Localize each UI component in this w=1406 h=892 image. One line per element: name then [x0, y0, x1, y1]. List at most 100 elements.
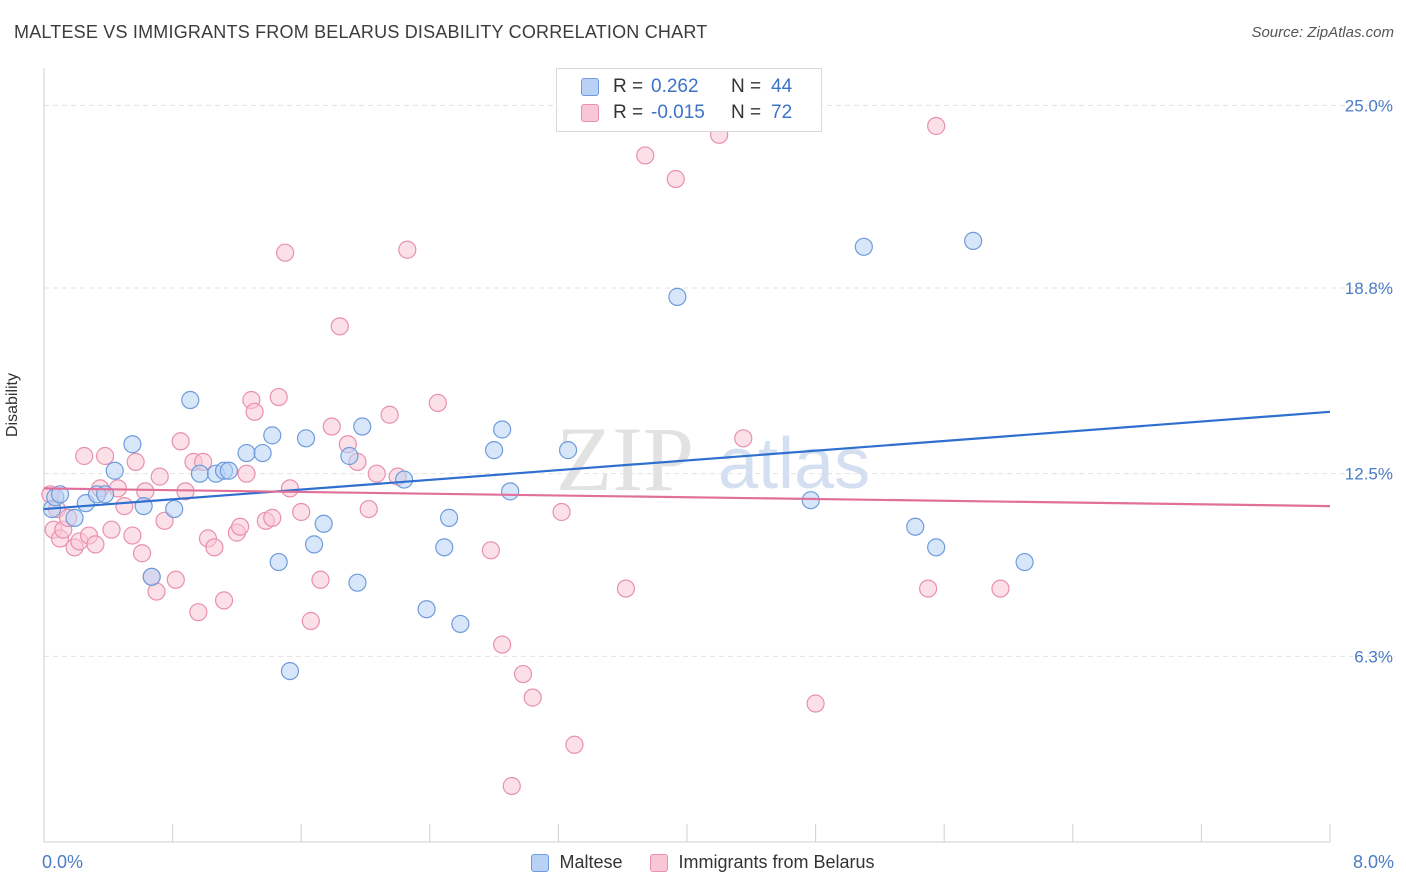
- maltese-point: [263, 426, 282, 445]
- maltese-point: [269, 552, 288, 572]
- source-label: Source: ZipAtlas.com: [1251, 24, 1394, 41]
- maltese-point: [668, 287, 687, 306]
- belarus-point: [75, 446, 94, 466]
- maltese-point: [348, 573, 367, 592]
- y-tick-label-1: 12.5%: [1345, 465, 1393, 484]
- belarus-point: [734, 429, 753, 448]
- maltese-point: [340, 446, 359, 466]
- r-label: R =: [613, 102, 644, 123]
- maltese-point: [435, 538, 454, 557]
- y-tick-label-3: 25.0%: [1345, 96, 1393, 115]
- n-label: N =: [731, 76, 762, 97]
- belarus-point: [115, 496, 134, 516]
- belarus-point: [171, 432, 190, 451]
- maltese-point: [304, 535, 324, 554]
- legend-row-belarus: R = -0.015 N = 72: [581, 100, 792, 126]
- belarus-point: [205, 538, 224, 557]
- belarus-point: [231, 517, 250, 536]
- maltese-point: [394, 470, 414, 489]
- belarus-point: [132, 544, 152, 563]
- belarus-point: [636, 146, 655, 165]
- belarus-point: [398, 240, 417, 259]
- maltese-point: [123, 435, 142, 454]
- belarus-point: [552, 502, 571, 522]
- legend-label-belarus: Immigrants from Belarus: [678, 852, 875, 872]
- axes: [43, 68, 1331, 843]
- maltese-point: [485, 441, 504, 460]
- grid-lines: [44, 104, 1395, 657]
- belarus-point: [189, 603, 208, 622]
- belarus-point: [991, 579, 1010, 598]
- belarus-point: [102, 520, 121, 539]
- belarus-point: [245, 402, 264, 421]
- trend-line-maltese: [43, 410, 1331, 511]
- legend-row-maltese: R = 0.262 N = 44: [581, 74, 792, 100]
- maltese-point: [451, 614, 470, 634]
- series-maltese: [42, 231, 1034, 681]
- belarus-point: [919, 579, 938, 598]
- belarus-point: [123, 526, 142, 545]
- belarus-point: [311, 570, 330, 589]
- n-value-belarus: 72: [771, 102, 793, 123]
- belarus-point: [616, 579, 636, 598]
- legend-item-maltese[interactable]: Maltese: [531, 852, 622, 873]
- belarus-point: [322, 417, 341, 436]
- belarus-point: [292, 502, 311, 522]
- legend-item-belarus[interactable]: Immigrants from Belarus: [650, 852, 875, 873]
- belarus-point: [301, 611, 320, 631]
- maltese-point: [280, 661, 300, 681]
- belarus-point: [927, 116, 946, 136]
- r-value-maltese: 0.262: [651, 76, 699, 97]
- belarus-point: [565, 735, 584, 754]
- belarus-point: [280, 479, 300, 498]
- series-immigrants-from-belarus: [41, 116, 1010, 796]
- maltese-point: [142, 567, 161, 586]
- n-value-maltese: 44: [771, 76, 793, 97]
- maltese-point: [105, 461, 124, 480]
- watermark: ZIP atlas: [556, 408, 870, 510]
- maltese-point: [417, 600, 436, 619]
- r-label: R =: [613, 76, 644, 97]
- belarus-point: [269, 387, 288, 407]
- maltese-point: [927, 538, 946, 557]
- belarus-point: [263, 508, 282, 527]
- y-tick-label-2: 18.8%: [1345, 279, 1393, 298]
- belarus-point: [502, 776, 521, 796]
- belarus-legend-swatch: [650, 853, 669, 872]
- watermark-zip: ZIP: [556, 408, 694, 510]
- maltese-point: [296, 429, 316, 448]
- belarus-point: [428, 393, 447, 413]
- series-legend: Maltese Immigrants from Belarus: [0, 852, 1406, 873]
- maltese-point: [493, 420, 512, 439]
- belarus-point: [513, 664, 533, 684]
- n-label: N =: [731, 102, 762, 123]
- maltese-point: [219, 461, 238, 480]
- maltese-point: [253, 443, 272, 463]
- x-tick-label-max: 8.0%: [1352, 852, 1394, 872]
- belarus-point: [481, 541, 500, 560]
- maltese-point: [181, 390, 200, 410]
- belarus-point: [126, 452, 145, 471]
- belarus-point: [806, 694, 825, 713]
- legend-label-maltese: Maltese: [559, 852, 623, 872]
- maltese-point: [1015, 552, 1034, 572]
- correlation-legend: R = 0.262 N = 44 R = -0.015 N = 72: [556, 68, 822, 132]
- maltese-point: [165, 499, 184, 519]
- belarus-point: [493, 635, 512, 654]
- r-value-belarus: -0.015: [651, 102, 705, 123]
- maltese-point: [353, 417, 372, 436]
- belarus-swatch: [581, 104, 599, 122]
- chart-title: MALTESE VS IMMIGRANTS FROM BELARUS DISAB…: [14, 22, 708, 42]
- maltese-point: [314, 514, 333, 533]
- maltese-point: [906, 517, 925, 536]
- belarus-point: [214, 591, 234, 610]
- maltese-point: [237, 443, 256, 463]
- trend-line-belarus: [43, 487, 1331, 508]
- maltese-point: [801, 491, 820, 510]
- trend-lines: [43, 410, 1331, 511]
- belarus-point: [276, 243, 295, 262]
- maltese-point: [439, 508, 459, 527]
- y-tick-label-0: 6.3%: [1354, 647, 1393, 666]
- belarus-point: [166, 570, 185, 589]
